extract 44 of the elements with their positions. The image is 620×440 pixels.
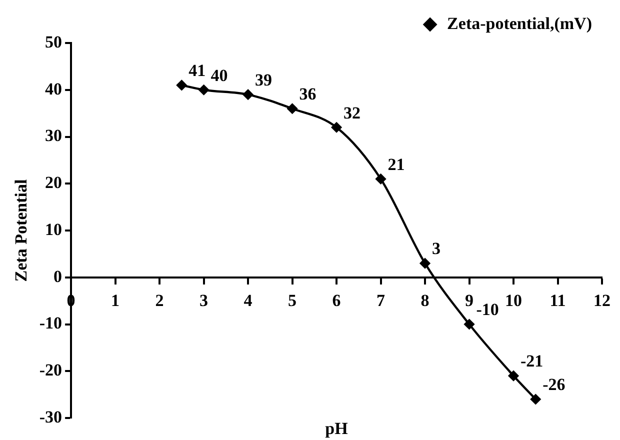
legend-label: Zeta-potential,(mV)	[447, 14, 592, 33]
data-label: 40	[210, 66, 228, 85]
y-tick-label: -10	[39, 314, 62, 333]
x-tick-label: 3	[200, 290, 208, 310]
y-tick-label: -30	[39, 407, 62, 426]
data-label: 39	[255, 70, 272, 90]
data-label: 32	[344, 103, 361, 122]
x-tick-label: 7	[376, 290, 386, 310]
y-axis-title: Zeta Potential	[12, 179, 31, 282]
data-label: -26	[542, 375, 566, 394]
y-tick-label: 10	[45, 220, 62, 239]
data-label: 36	[299, 84, 316, 104]
point	[530, 394, 541, 404]
point	[420, 258, 430, 268]
data-label: -10	[476, 300, 499, 320]
y-tick-label: 50	[45, 32, 62, 52]
y-tick-label: -20	[39, 360, 62, 380]
x-tick-label: 1	[111, 290, 120, 310]
point	[331, 122, 342, 132]
y-tick-label: 20	[45, 173, 62, 192]
x-tick-label: 8	[420, 290, 430, 310]
data-label: 21	[388, 154, 405, 174]
x-tick-label: 9	[465, 290, 474, 310]
point	[198, 84, 209, 95]
x-tick-label: 11	[550, 290, 566, 310]
x-tick-label: 10	[505, 290, 522, 310]
point	[464, 319, 474, 330]
point	[242, 89, 254, 100]
point	[508, 370, 519, 381]
x-tick-label: 4	[244, 290, 253, 310]
point	[376, 174, 386, 184]
x-tick-label: 2	[155, 290, 164, 310]
x-tick-label: 6	[332, 290, 341, 310]
data-label: -21	[520, 352, 544, 371]
point	[176, 80, 187, 90]
x-axis-title: pH	[325, 418, 348, 438]
x-tick-label: 12	[594, 290, 610, 310]
data-label: 41	[188, 61, 206, 80]
point	[287, 104, 298, 114]
y-tick-label: 0	[54, 266, 62, 286]
y-tick-label: 40	[45, 79, 62, 98]
data-label: 3	[432, 239, 441, 258]
y-tick-label: 30	[45, 126, 62, 146]
x-tick-label: 5	[288, 290, 297, 310]
